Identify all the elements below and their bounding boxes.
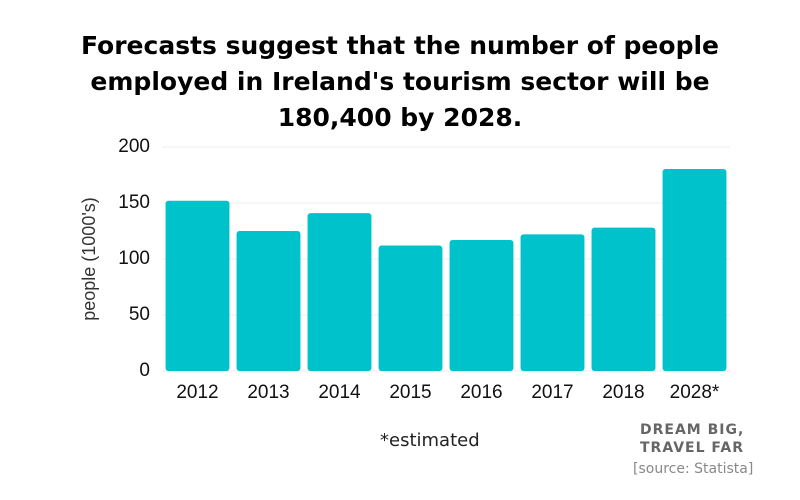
- bar: [378, 245, 443, 371]
- y-axis-label: people (1000's): [79, 197, 99, 321]
- bar: [307, 213, 372, 371]
- chart-title: Forecasts suggest that the number of peo…: [80, 31, 719, 132]
- x-tick-label: 2017: [531, 382, 573, 403]
- x-tick-label: 2028*: [670, 382, 720, 403]
- x-tick-label: 2018: [602, 382, 644, 403]
- brand-line: TRAVEL FAR: [640, 440, 744, 456]
- bar: [662, 168, 727, 371]
- x-tick-label: 2015: [389, 382, 431, 403]
- footnote: *estimated: [380, 430, 480, 451]
- y-tick-label: 0: [139, 360, 150, 381]
- x-tick-label: 2013: [247, 382, 289, 403]
- x-tick-label: 2016: [460, 382, 502, 403]
- y-tick-label: 150: [118, 192, 150, 213]
- bar: [165, 200, 230, 371]
- x-tick-label: 2012: [176, 382, 218, 403]
- bar: [449, 239, 514, 371]
- bar: [591, 227, 656, 371]
- y-tick-label: 100: [118, 248, 150, 269]
- y-tick-label: 200: [118, 136, 150, 157]
- bar: [520, 234, 585, 371]
- brand: DREAM BIG, TRAVEL FAR: [640, 421, 744, 457]
- bar: [236, 231, 301, 371]
- brand-line: DREAM BIG,: [640, 422, 745, 438]
- source: [source: Statista]: [633, 461, 754, 477]
- y-tick-label: 50: [129, 304, 150, 325]
- x-tick-label: 2014: [318, 382, 361, 403]
